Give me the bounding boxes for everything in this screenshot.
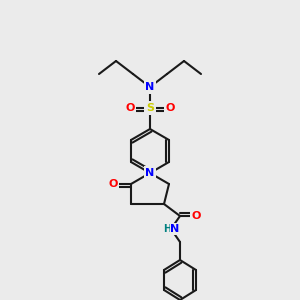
Text: N: N xyxy=(170,224,180,234)
Text: O: O xyxy=(108,179,118,189)
Text: N: N xyxy=(146,168,154,178)
Text: O: O xyxy=(165,103,175,113)
Text: H: H xyxy=(163,224,171,234)
Text: N: N xyxy=(146,82,154,92)
Text: O: O xyxy=(125,103,135,113)
Text: S: S xyxy=(146,103,154,113)
Text: O: O xyxy=(191,211,201,221)
